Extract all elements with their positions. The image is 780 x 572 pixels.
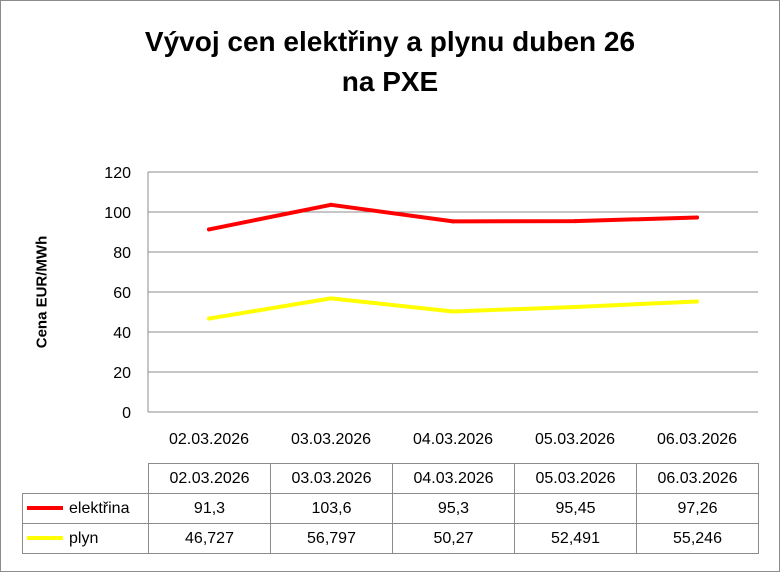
data-label: 95,45 bbox=[514, 493, 637, 524]
chart-title-line2: na PXE bbox=[341, 66, 439, 97]
data-point bbox=[573, 219, 577, 224]
data-label: 52,491 bbox=[514, 523, 637, 554]
data-point bbox=[207, 316, 211, 321]
data-point bbox=[207, 227, 211, 232]
data-table-header-row: 02.03.2026 03.03.2026 04.03.2026 05.03.2026… bbox=[22, 463, 759, 494]
legend-entry: plyn bbox=[22, 523, 149, 554]
series-lines bbox=[207, 202, 699, 321]
data-table-header-cell: 05.03.2026 bbox=[514, 463, 637, 494]
y-tick-label: 100 bbox=[104, 205, 131, 222]
data-point bbox=[451, 219, 455, 224]
data-point bbox=[695, 215, 699, 220]
y-axis-ticks: 0 20 40 60 80 100 120 bbox=[104, 165, 131, 422]
chart-title-line1: Vývoj cen elektřiny a plynu duben 26 bbox=[144, 26, 636, 57]
data-label: 46,727 bbox=[148, 523, 271, 554]
x-tick-label: 05.03.2026 bbox=[535, 431, 615, 448]
x-axis-ticks: 02.03.2026 03.03.2026 04.03.2026 05.03.2026… bbox=[169, 431, 737, 448]
x-tick-label: 06.03.2026 bbox=[657, 431, 737, 448]
legend-label: elektřina bbox=[69, 499, 130, 517]
data-point bbox=[451, 309, 455, 314]
data-point bbox=[695, 299, 699, 304]
data-label: 56,797 bbox=[270, 523, 393, 554]
x-tick-label: 03.03.2026 bbox=[291, 431, 371, 448]
legend-key-swatch bbox=[27, 536, 63, 541]
data-table-row: elektřina 91,3 103,6 95,3 95,45 97,26 bbox=[22, 493, 759, 524]
gridlines bbox=[147, 171, 758, 413]
y-tick-label: 120 bbox=[104, 165, 131, 182]
y-tick-label: 60 bbox=[113, 285, 131, 302]
data-point bbox=[329, 296, 333, 301]
chart-title: Vývoj cen elektřiny a plynu duben 26 na … bbox=[0, 22, 780, 102]
data-table: 02.03.2026 03.03.2026 04.03.2026 05.03.2026… bbox=[22, 463, 759, 554]
x-tick-label: 04.03.2026 bbox=[413, 431, 493, 448]
y-tick-label: 80 bbox=[113, 245, 131, 262]
y-tick-label: 40 bbox=[113, 325, 131, 342]
data-table-header-cell: 06.03.2026 bbox=[636, 463, 759, 494]
y-tick-label: 20 bbox=[113, 365, 131, 382]
series-line-elektřina bbox=[207, 202, 699, 232]
data-label: 55,246 bbox=[636, 523, 759, 554]
data-table-header-cell: 03.03.2026 bbox=[270, 463, 393, 494]
data-point bbox=[329, 202, 333, 207]
data-table-row: plyn 46,727 56,797 50,27 52,491 55,246 bbox=[22, 523, 759, 554]
data-label: 50,27 bbox=[392, 523, 515, 554]
data-point bbox=[573, 305, 577, 310]
x-tick-label: 02.03.2026 bbox=[169, 431, 249, 448]
legend-entry: elektřina bbox=[22, 493, 149, 524]
data-table-header-cell: 02.03.2026 bbox=[148, 463, 271, 494]
data-label: 91,3 bbox=[148, 493, 271, 524]
data-label: 97,26 bbox=[636, 493, 759, 524]
series-line-plyn bbox=[207, 296, 699, 321]
data-table-header-cell: 04.03.2026 bbox=[392, 463, 515, 494]
legend-key-swatch bbox=[27, 506, 63, 511]
data-label: 103,6 bbox=[270, 493, 393, 524]
y-tick-label: 0 bbox=[122, 405, 131, 422]
legend-label: plyn bbox=[69, 529, 99, 547]
data-label: 95,3 bbox=[392, 493, 515, 524]
data-table-corner bbox=[22, 463, 149, 494]
